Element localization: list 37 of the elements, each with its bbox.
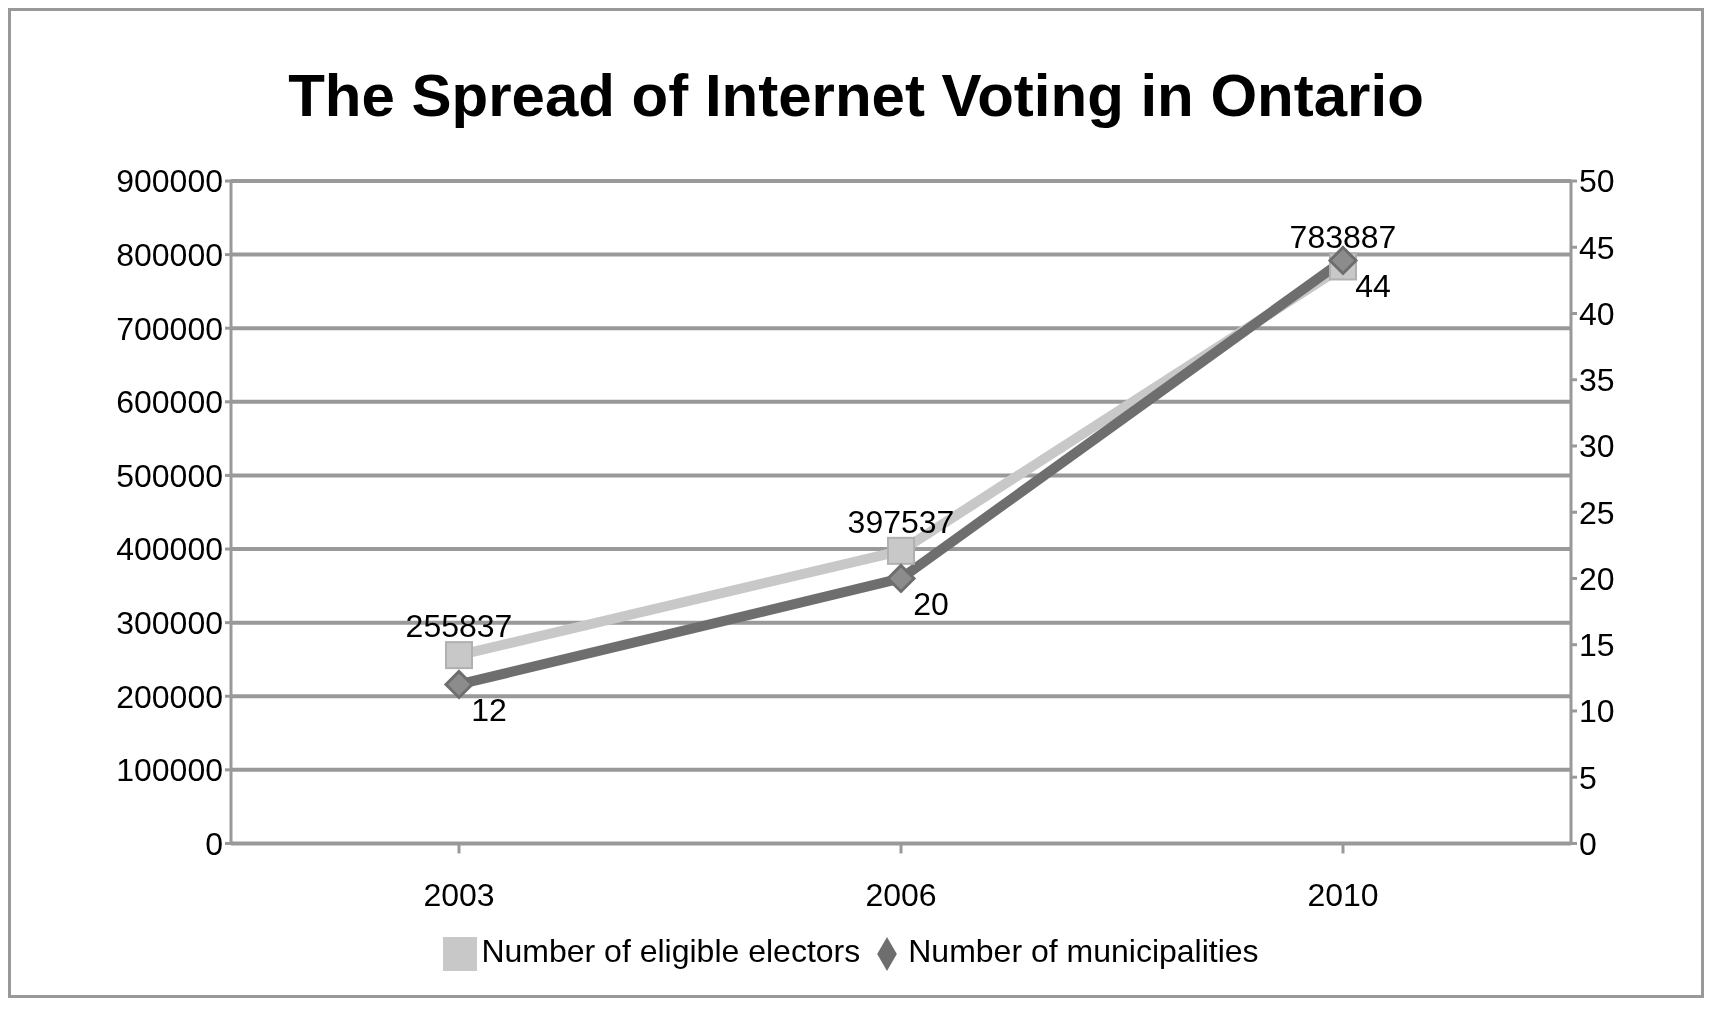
y-tick-label: 100000 xyxy=(116,752,223,789)
point xyxy=(445,641,473,670)
y2-tick-label: 0 xyxy=(1579,825,1597,862)
data-label: 255837 xyxy=(405,608,513,645)
y2-tick-label: 5 xyxy=(1579,759,1597,796)
y2-tick-label: 20 xyxy=(1579,560,1615,597)
legend-label: Number of eligible electors xyxy=(481,933,861,970)
point xyxy=(886,563,916,593)
y-tick-label: 900000 xyxy=(116,163,223,200)
point xyxy=(444,669,474,699)
y2-tick-label: 15 xyxy=(1579,627,1615,664)
x-tick-label: 2010 xyxy=(1307,877,1379,914)
y2-tick-label: 10 xyxy=(1579,693,1615,730)
y-tick-label: 400000 xyxy=(116,531,223,568)
x-tick-label: 2006 xyxy=(865,877,937,914)
x-tick-label: 2003 xyxy=(423,877,495,914)
y2-tick-label: 50 xyxy=(1579,163,1615,200)
chart-title: The Spread of Internet Voting in Ontario xyxy=(287,61,1425,131)
y-tick-label: 500000 xyxy=(116,457,223,494)
legend-label: Number of municipalities xyxy=(908,933,1259,970)
y-tick-label: 0 xyxy=(205,825,223,862)
data-label: 44 xyxy=(1355,268,1391,305)
y2-tick-label: 35 xyxy=(1579,362,1615,399)
data-label: 783887 xyxy=(1289,219,1397,256)
y-tick-label: 700000 xyxy=(116,310,223,347)
y-tick-label: 200000 xyxy=(116,678,223,715)
point xyxy=(887,536,915,565)
y2-tick-label: 25 xyxy=(1579,494,1615,531)
y-tick-label: 300000 xyxy=(116,605,223,641)
y-tick-label: 800000 xyxy=(116,236,223,273)
y2-tick-label: 40 xyxy=(1579,295,1615,332)
y-tick-label: 600000 xyxy=(116,384,223,421)
data-label: 397537 xyxy=(847,503,955,540)
data-label: 20 xyxy=(913,586,949,623)
data-label: 12 xyxy=(471,692,507,729)
y2-tick-label: 30 xyxy=(1579,428,1615,465)
y2-tick-label: 45 xyxy=(1579,229,1615,266)
